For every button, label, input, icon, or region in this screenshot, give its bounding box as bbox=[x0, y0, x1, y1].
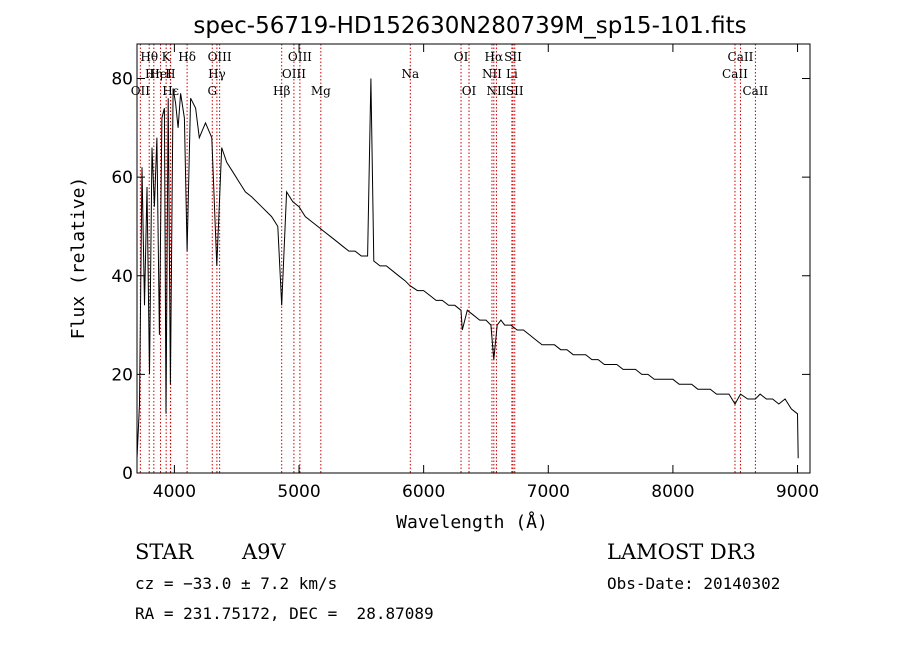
line-label-20: NII bbox=[486, 84, 506, 98]
observation-date: Obs-Date: 20140302 bbox=[607, 574, 781, 593]
spectrum-series-line bbox=[136, 78, 799, 459]
line-label-25: CaII bbox=[722, 67, 748, 81]
x-tick-label-5000: 5000 bbox=[277, 482, 320, 502]
chart-title: spec-56719-HD152630N280739M_sp15-101.fit… bbox=[193, 13, 746, 39]
line-label-4: Hε bbox=[162, 84, 179, 98]
y-axis-label: Flux (relative) bbox=[68, 177, 89, 340]
line-label-6: H bbox=[165, 67, 175, 81]
line-label-5: K bbox=[162, 50, 172, 64]
line-label-16: OI bbox=[454, 50, 469, 64]
line-label-7: Hδ bbox=[178, 50, 196, 64]
x-tick-label-9000: 9000 bbox=[776, 482, 819, 502]
line-label-2: Hη bbox=[145, 67, 163, 81]
line-label-3: HeI bbox=[149, 67, 172, 81]
object-subclass: A9V bbox=[242, 540, 286, 564]
line-label-18: Hα bbox=[485, 50, 504, 64]
y-tick-label-80: 80 bbox=[111, 70, 133, 90]
y-tick-label-60: 60 bbox=[111, 168, 133, 188]
x-tick-label-8000: 8000 bbox=[651, 482, 694, 502]
line-label-1: OII bbox=[131, 84, 151, 98]
plot-frame bbox=[136, 43, 811, 474]
line-label-24: CaII bbox=[728, 50, 754, 64]
y-tick-label-40: 40 bbox=[111, 267, 133, 287]
line-markers bbox=[139, 44, 756, 473]
redshift-cz: cz = −33.0 ± 7.2 km/s bbox=[135, 574, 338, 593]
x-tick-label-6000: 6000 bbox=[402, 482, 445, 502]
x-axis-ticks: 4000 5000 6000 7000 8000 9000 bbox=[153, 44, 819, 502]
line-label-0: Hθ bbox=[140, 50, 158, 64]
line-label-22: Li bbox=[506, 67, 518, 81]
x-tick-label-7000: 7000 bbox=[527, 482, 570, 502]
line-label-19: NII bbox=[482, 67, 502, 81]
line-label-13: Hβ bbox=[273, 84, 290, 98]
line-label-12: OIII bbox=[282, 67, 306, 81]
survey-name: LAMOST DR3 bbox=[607, 540, 756, 564]
object-class: STAR bbox=[135, 540, 194, 564]
line-label-8: OIII bbox=[208, 50, 232, 64]
line-label-15: Na bbox=[401, 67, 419, 81]
line-label-17: OI bbox=[462, 84, 477, 98]
line-label-14: Mg bbox=[311, 84, 331, 98]
y-axis-ticks: 0 20 40 60 80 bbox=[111, 70, 810, 484]
x-axis-label: Wavelength (Å) bbox=[396, 511, 548, 533]
line-label-11: OIII bbox=[288, 50, 312, 64]
y-tick-label-20: 20 bbox=[111, 365, 133, 385]
line-label-9: Hγ bbox=[208, 67, 226, 81]
y-tick-label-0: 0 bbox=[122, 464, 133, 484]
line-label-21: SII bbox=[504, 50, 522, 64]
x-tick-label-4000: 4000 bbox=[153, 482, 196, 502]
line-label-23: SII bbox=[506, 84, 524, 98]
line-label-10: G bbox=[207, 84, 217, 98]
coordinates: RA = 231.75172, DEC = 28.87089 bbox=[135, 604, 434, 623]
line-label-26: CaII bbox=[742, 84, 768, 98]
